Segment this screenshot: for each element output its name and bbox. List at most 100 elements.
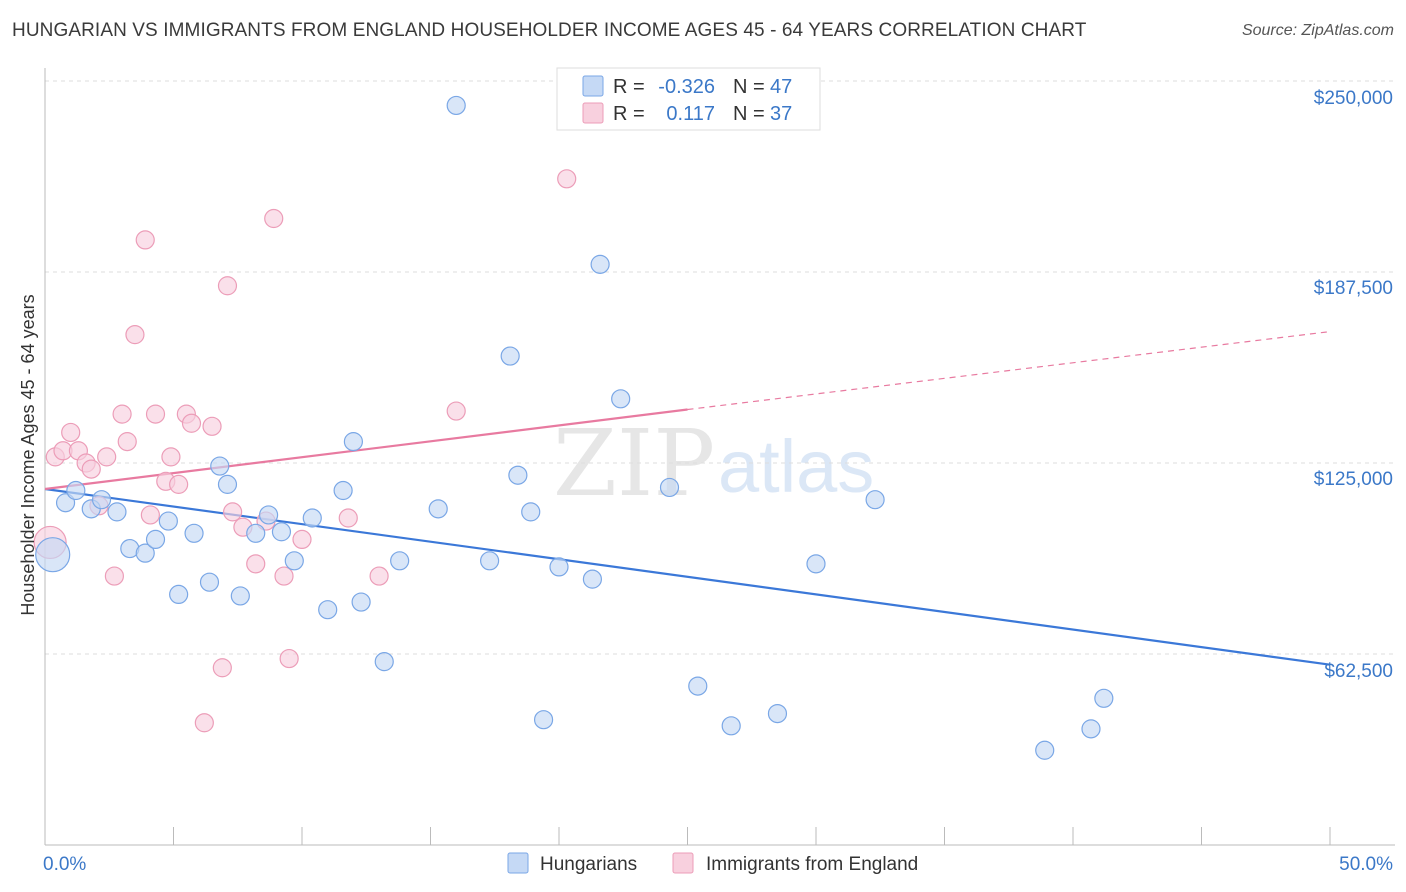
hungarians-point-11 <box>184 523 204 543</box>
england-point-22 <box>202 416 222 436</box>
bottom-legend-swatch-england <box>672 852 694 874</box>
legend-n-label-1: N = <box>733 76 765 98</box>
hungarians-point-30 <box>500 346 520 366</box>
legend-n-value-2: 37 <box>770 103 792 125</box>
hungarians-point-35 <box>582 569 603 589</box>
england-point-20 <box>181 413 202 433</box>
hungarians-point-42 <box>806 554 826 574</box>
england-point-10 <box>112 404 132 424</box>
hungarians-point-33 <box>533 710 554 730</box>
legend-r-label-1: R = <box>613 76 645 98</box>
hungarians-point-9 <box>158 511 178 531</box>
hungarians-point-29 <box>480 551 500 571</box>
legend-r-value-1: -0.326 <box>658 76 715 98</box>
legend-r-label-2: R = <box>613 103 645 125</box>
england-point-27 <box>246 554 266 574</box>
hungarians-point-40 <box>721 716 741 736</box>
england-point-12 <box>125 325 145 345</box>
hungarians-point-14 <box>217 474 238 494</box>
england-point-24 <box>217 276 238 296</box>
england-point-6 <box>81 459 101 479</box>
bottom-legend-hungarians: Hungarians <box>540 854 637 875</box>
legend-swatch-england <box>582 102 604 124</box>
england-point-36 <box>557 169 577 189</box>
hungarians-point-12 <box>199 572 220 592</box>
england-point-8 <box>97 447 117 467</box>
england-point-15 <box>145 404 166 424</box>
data-points <box>33 95 1114 760</box>
hungarians-point-8 <box>145 529 166 550</box>
hungarians-point-26 <box>390 551 410 571</box>
x-tick-label-1: 50.0% <box>1339 854 1393 875</box>
england-point-25 <box>223 502 243 522</box>
hungarians-point-34 <box>549 557 569 577</box>
y-tick-label-2: $187,500 <box>1314 278 1393 299</box>
hungarians-point-46 <box>1094 688 1114 708</box>
hungarians-point-31 <box>508 465 528 485</box>
bottom-legend-england: Immigrants from England <box>706 854 918 875</box>
hungarians-point-17 <box>258 505 279 525</box>
legend-swatch-hungarians <box>582 75 604 97</box>
legend-r-value-2: 0.117 <box>666 103 715 125</box>
hungarians-point-37 <box>611 389 631 409</box>
hungarians-point-39 <box>688 676 708 696</box>
hungarians-point-44 <box>1035 740 1055 760</box>
hungarians-point-10 <box>169 584 189 605</box>
chart-title: HUNGARIAN VS IMMIGRANTS FROM ENGLAND HOU… <box>12 20 1087 41</box>
england-point-33 <box>338 508 358 528</box>
hungarians-point-41 <box>767 703 788 724</box>
england-point-31 <box>279 648 299 669</box>
hungarians-point-22 <box>333 480 353 501</box>
hungarians-point-19 <box>284 551 304 571</box>
england-point-34 <box>369 566 389 586</box>
y-tick-label-3: $250,000 <box>1314 88 1393 109</box>
correlation-legend: R = -0.326 N = 47 R = 0.117 N = 37 <box>556 67 821 131</box>
hungarians-point-45 <box>1081 719 1101 739</box>
legend-n-label-2: N = <box>733 103 765 125</box>
legend-n-value-1: 47 <box>770 76 792 98</box>
hungarians-point-5 <box>107 502 127 522</box>
x-tick-label-0: 0.0% <box>43 854 86 875</box>
england-trend-line <box>44 408 688 491</box>
source-note: Source: ZipAtlas.com <box>1241 22 1394 39</box>
england-point-23 <box>212 658 232 678</box>
hungarians-point-21 <box>318 600 338 620</box>
hungarians-point-15 <box>230 586 250 606</box>
england-point-29 <box>264 208 284 229</box>
y-axis-label: Householder Income Ages 45 - 64 years <box>18 294 38 615</box>
england-trend-extension <box>687 330 1331 411</box>
england-point-35 <box>446 401 466 421</box>
hungarians-point-20 <box>302 508 322 528</box>
hungarians-point-28 <box>446 95 466 116</box>
hungarians-point-36 <box>590 254 610 274</box>
hungarians-point-23 <box>343 432 363 452</box>
bottom-legend-swatch-hungarians <box>507 852 529 874</box>
england-point-14 <box>140 505 160 525</box>
england-point-18 <box>169 474 189 494</box>
hungarians-point-24 <box>351 592 371 612</box>
hungarians-point-18 <box>271 522 292 542</box>
hungarians-point-38 <box>659 477 680 498</box>
hungarians-point-0 <box>35 537 71 573</box>
england-point-9 <box>104 566 124 586</box>
hungarians-point-4 <box>91 490 112 510</box>
hungarians-point-25 <box>374 652 394 672</box>
england-point-13 <box>135 230 155 250</box>
england-point-11 <box>117 432 137 452</box>
series-legend: Hungarians Immigrants from England <box>507 852 918 875</box>
england-point-30 <box>274 566 294 586</box>
y-tick-label-1: $125,000 <box>1314 469 1393 490</box>
england-point-21 <box>194 713 214 733</box>
watermark-atlas: atlas <box>718 425 874 508</box>
y-tick-label-0: $62,500 <box>1324 661 1393 682</box>
hungarians-point-27 <box>428 499 448 519</box>
hungarians-point-1 <box>55 493 76 513</box>
tick-labels: $62,500 $125,000 $187,500 $250,000 0.0% 50.0% <box>43 88 1393 875</box>
hungarians-point-2 <box>66 480 86 501</box>
hungarians-point-32 <box>521 502 541 522</box>
hungarians-point-16 <box>246 523 266 543</box>
hungarians-point-13 <box>210 456 230 476</box>
england-point-32 <box>292 529 312 550</box>
watermark-zip: ZIP <box>553 410 715 517</box>
